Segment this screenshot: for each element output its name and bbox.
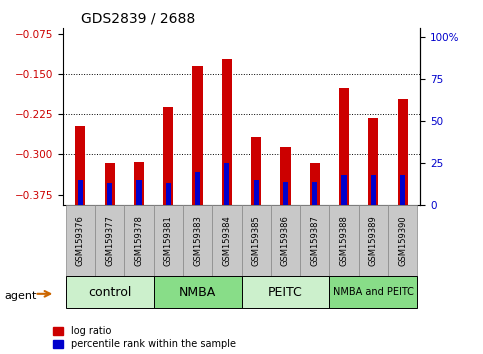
Text: control: control — [88, 286, 131, 298]
FancyBboxPatch shape — [329, 276, 417, 308]
FancyBboxPatch shape — [66, 205, 95, 276]
Text: GSM159389: GSM159389 — [369, 215, 378, 266]
Bar — [251, 137, 261, 205]
Bar — [341, 175, 347, 205]
Bar — [222, 59, 232, 205]
Text: NMBA: NMBA — [179, 286, 216, 298]
Bar — [312, 182, 317, 205]
Bar — [163, 107, 173, 205]
Bar — [400, 175, 405, 205]
Bar — [192, 66, 203, 205]
FancyBboxPatch shape — [271, 205, 300, 276]
Bar — [136, 180, 142, 205]
Bar — [368, 118, 379, 205]
Text: GSM159383: GSM159383 — [193, 215, 202, 266]
FancyBboxPatch shape — [66, 276, 154, 308]
Bar — [254, 180, 259, 205]
FancyBboxPatch shape — [183, 205, 212, 276]
FancyBboxPatch shape — [154, 276, 242, 308]
Bar — [224, 163, 229, 205]
Bar — [339, 88, 349, 205]
FancyBboxPatch shape — [95, 205, 124, 276]
Bar — [75, 126, 85, 205]
Bar — [398, 99, 408, 205]
Text: NMBA and PEITC: NMBA and PEITC — [333, 287, 414, 297]
Bar — [310, 164, 320, 205]
FancyBboxPatch shape — [212, 205, 242, 276]
Text: GSM159387: GSM159387 — [310, 215, 319, 266]
Text: GSM159376: GSM159376 — [76, 215, 85, 266]
Bar — [107, 183, 113, 205]
Text: agent: agent — [5, 291, 37, 301]
FancyBboxPatch shape — [388, 205, 417, 276]
Text: PEITC: PEITC — [268, 286, 303, 298]
Text: GSM159384: GSM159384 — [222, 215, 231, 266]
Bar — [78, 180, 83, 205]
Bar — [134, 162, 144, 205]
FancyBboxPatch shape — [242, 276, 329, 308]
Text: GSM159378: GSM159378 — [134, 215, 143, 266]
FancyBboxPatch shape — [124, 205, 154, 276]
FancyBboxPatch shape — [359, 205, 388, 276]
Bar — [195, 172, 200, 205]
Legend: log ratio, percentile rank within the sample: log ratio, percentile rank within the sa… — [53, 326, 236, 349]
FancyBboxPatch shape — [242, 205, 271, 276]
FancyBboxPatch shape — [300, 205, 329, 276]
FancyBboxPatch shape — [329, 205, 359, 276]
Bar — [104, 164, 115, 205]
Text: GSM159388: GSM159388 — [340, 215, 349, 266]
Bar — [280, 147, 291, 205]
Bar — [283, 182, 288, 205]
Text: GSM159386: GSM159386 — [281, 215, 290, 266]
FancyBboxPatch shape — [154, 205, 183, 276]
Bar — [166, 183, 171, 205]
Text: GDS2839 / 2688: GDS2839 / 2688 — [81, 12, 195, 26]
Text: GSM159390: GSM159390 — [398, 215, 407, 266]
Bar — [370, 175, 376, 205]
Text: GSM159385: GSM159385 — [252, 215, 261, 266]
Text: GSM159381: GSM159381 — [164, 215, 173, 266]
Text: GSM159377: GSM159377 — [105, 215, 114, 266]
